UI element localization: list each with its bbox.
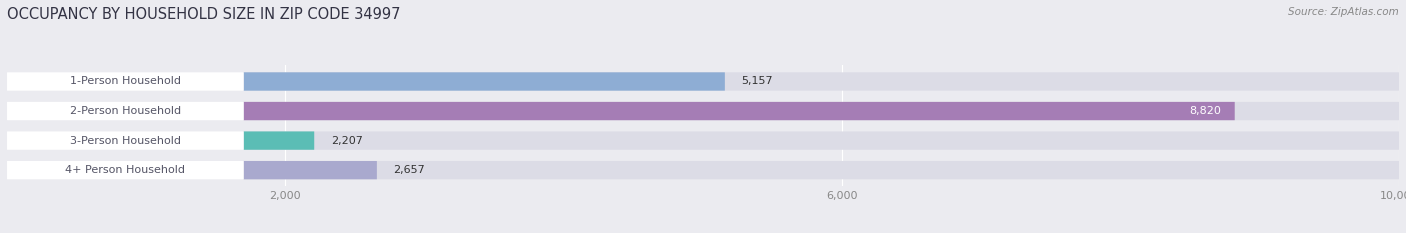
FancyBboxPatch shape <box>7 131 243 150</box>
FancyBboxPatch shape <box>243 131 314 150</box>
Text: Source: ZipAtlas.com: Source: ZipAtlas.com <box>1288 7 1399 17</box>
Text: OCCUPANCY BY HOUSEHOLD SIZE IN ZIP CODE 34997: OCCUPANCY BY HOUSEHOLD SIZE IN ZIP CODE … <box>7 7 401 22</box>
Text: 1-Person Household: 1-Person Household <box>70 76 181 86</box>
Text: 4+ Person Household: 4+ Person Household <box>65 165 186 175</box>
FancyBboxPatch shape <box>243 102 1234 120</box>
FancyBboxPatch shape <box>243 161 377 179</box>
Text: 8,820: 8,820 <box>1189 106 1220 116</box>
Text: 3-Person Household: 3-Person Household <box>70 136 181 146</box>
FancyBboxPatch shape <box>243 161 1399 179</box>
Text: 2-Person Household: 2-Person Household <box>70 106 181 116</box>
FancyBboxPatch shape <box>243 102 1399 120</box>
Text: 2,657: 2,657 <box>394 165 426 175</box>
FancyBboxPatch shape <box>243 131 1399 150</box>
FancyBboxPatch shape <box>7 161 243 179</box>
FancyBboxPatch shape <box>243 72 1399 91</box>
Text: 5,157: 5,157 <box>741 76 773 86</box>
FancyBboxPatch shape <box>7 102 243 120</box>
Text: 2,207: 2,207 <box>330 136 363 146</box>
FancyBboxPatch shape <box>7 72 243 91</box>
FancyBboxPatch shape <box>243 72 725 91</box>
